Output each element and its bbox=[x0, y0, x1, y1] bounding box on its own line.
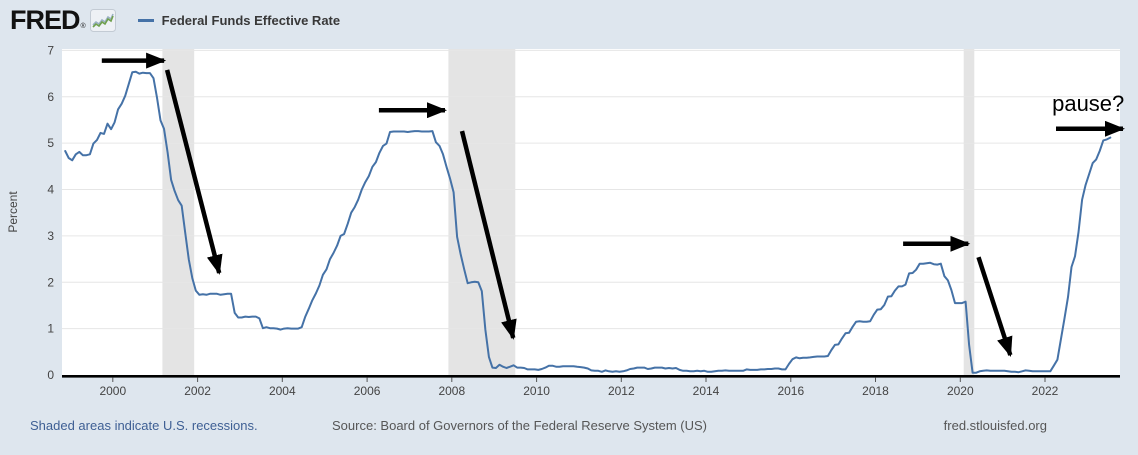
x-tick-label: 2012 bbox=[608, 384, 635, 398]
registered-mark: ® bbox=[80, 23, 86, 30]
x-tick-label: 2018 bbox=[862, 384, 889, 398]
fred-logo[interactable]: FRED ® bbox=[10, 5, 116, 35]
chart-header: FRED ® Federal Funds Effective Rate bbox=[10, 5, 340, 35]
x-tick-label: 2016 bbox=[777, 384, 804, 398]
x-tick-label: 2006 bbox=[354, 384, 381, 398]
annotation-arrow bbox=[164, 69, 223, 275]
recession-band bbox=[963, 49, 975, 375]
y-tick-label: 4 bbox=[47, 183, 54, 197]
pause-annotation: pause? bbox=[1052, 91, 1124, 116]
fred-sparkline-icon bbox=[89, 9, 116, 32]
recessions-note-link[interactable]: Shaded areas indicate U.S. recessions. bbox=[30, 418, 258, 433]
recession-band bbox=[162, 49, 195, 375]
x-tick-label: 2004 bbox=[269, 384, 296, 398]
fred-logo-text: FRED bbox=[10, 5, 80, 35]
y-axis-title: Percent bbox=[6, 191, 20, 233]
y-tick-label: 2 bbox=[47, 275, 54, 289]
data-line bbox=[64, 70, 1112, 374]
annotation-arrow bbox=[976, 256, 1013, 358]
annotation-arrow bbox=[459, 130, 517, 340]
y-tick-label: 1 bbox=[47, 322, 54, 336]
x-tick-label: 2002 bbox=[184, 384, 211, 398]
y-tick-label: 0 bbox=[47, 368, 54, 382]
x-tick-label: 2010 bbox=[523, 384, 550, 398]
fred-site-link[interactable]: fred.stlouisfed.org bbox=[943, 418, 1047, 433]
x-tick-label: 2014 bbox=[693, 384, 720, 398]
x-tick-label: 2008 bbox=[438, 384, 465, 398]
legend: Federal Funds Effective Rate bbox=[137, 12, 341, 28]
y-tick-label: 3 bbox=[47, 229, 54, 243]
y-tick-label: 7 bbox=[47, 43, 54, 57]
y-tick-label: 5 bbox=[47, 136, 54, 150]
source-text: Source: Board of Governors of the Federa… bbox=[332, 418, 707, 433]
plot-area[interactable] bbox=[62, 49, 1120, 375]
y-tick-label: 6 bbox=[47, 90, 54, 104]
x-axis-line bbox=[62, 375, 1120, 378]
x-tick-label: 2022 bbox=[1032, 384, 1059, 398]
x-tick-label: 2020 bbox=[947, 384, 974, 398]
legend-label: Federal Funds Effective Rate bbox=[161, 12, 341, 28]
legend-line-swatch bbox=[137, 18, 154, 22]
x-tick-label: 2000 bbox=[99, 384, 126, 398]
